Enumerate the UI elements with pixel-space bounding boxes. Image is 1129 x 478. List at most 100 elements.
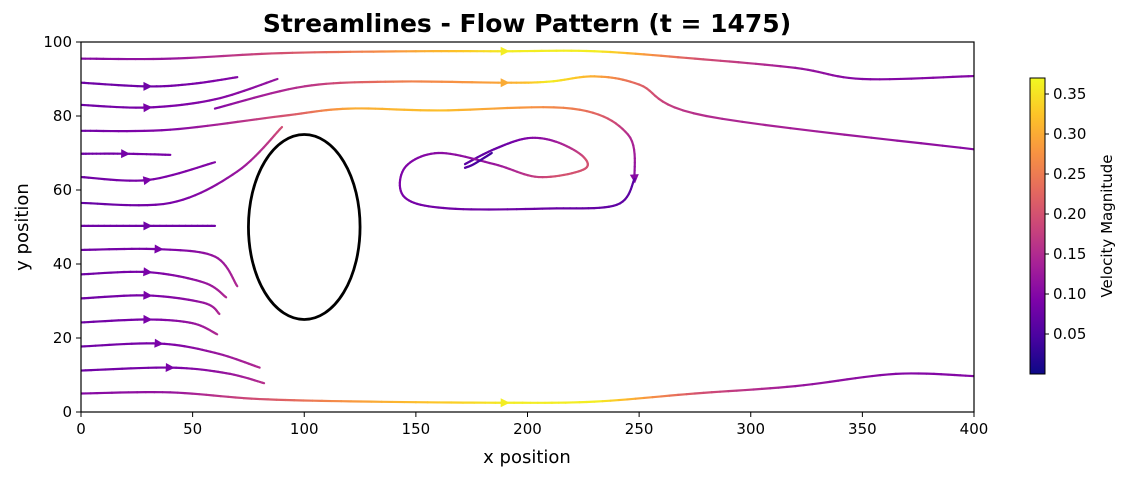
colorbar-tick-label: 0.30: [1053, 125, 1086, 143]
streamline-segment: [741, 120, 767, 127]
x-tick-label: 250: [625, 420, 654, 438]
streamline-segment: [854, 375, 866, 380]
streamline-segment: [676, 56, 688, 60]
streamline-segment: [727, 389, 738, 393]
streamline-segment: [845, 377, 857, 381]
streamline-segment: [828, 379, 840, 383]
streamline-segment: [681, 109, 695, 115]
streamline-segment: [287, 86, 298, 91]
streamline: [81, 221, 217, 231]
colorbar-ticks: 0.05 0.10 0.15 0.20 0.25 0.30 0.35: [1045, 85, 1086, 343]
streamline-segment: [227, 395, 237, 399]
streamline-segment: [154, 202, 165, 206]
streamline-segment: [692, 112, 708, 118]
streamline-segment: [165, 173, 174, 178]
streamline: [81, 314, 219, 336]
streamline-segment: [278, 88, 290, 93]
streamline: [81, 161, 217, 186]
streamline-segment: [171, 172, 181, 177]
streamline-segment: [737, 61, 749, 65]
streamline-segment: [702, 58, 714, 62]
streamline-segment: [234, 396, 245, 400]
streamline-arrow: [500, 78, 510, 88]
colorbar-tick-label: 0.05: [1053, 325, 1086, 343]
streamline-segment: [273, 77, 279, 82]
streamline-segment: [721, 117, 744, 123]
streamline-segment: [802, 383, 814, 387]
streamline-segment: [710, 390, 722, 394]
streamline-segment: [469, 107, 484, 111]
streamline-segment: [632, 177, 636, 182]
streamline-segment: [261, 381, 266, 385]
x-axis-label: x position: [483, 447, 571, 468]
streamline-segment: [481, 107, 496, 111]
streamline-segment: [668, 393, 680, 397]
streamline-segment: [811, 381, 823, 386]
streamline-arrow: [121, 149, 131, 159]
streamline-segment: [222, 54, 234, 58]
streamline-segment: [278, 125, 284, 131]
streamline-segment: [642, 53, 654, 57]
colorbar-tick-label: 0.10: [1053, 285, 1086, 303]
streamline-segment: [862, 374, 874, 379]
x-tick-label: 150: [402, 420, 431, 438]
streamline-segment: [229, 101, 240, 106]
streamline-segment: [676, 393, 688, 396]
streamline-segment: [236, 119, 249, 124]
y-axis-label: y position: [12, 183, 33, 271]
streamline-arrow: [143, 103, 153, 113]
streamline-segment: [685, 56, 697, 60]
streamline-segment: [754, 62, 766, 66]
streamline-arrow: [143, 81, 153, 91]
streamline-segment: [255, 116, 267, 121]
streamline-segment: [198, 393, 208, 396]
streamline-segment: [177, 126, 190, 131]
streamline-segment: [673, 106, 685, 112]
y-tick-label: 60: [53, 181, 72, 199]
colorbar-tick-label: 0.35: [1053, 85, 1086, 103]
streamline-segment: [735, 388, 747, 392]
streamline-segment: [562, 106, 574, 110]
x-tick-label: 100: [290, 420, 319, 438]
streamline-segment: [160, 128, 172, 132]
obstacle-ellipse: [247, 133, 362, 321]
streamline-segment: [779, 65, 790, 69]
streamline-arrow: [500, 46, 510, 56]
streamline-segment: [815, 130, 846, 136]
streamline-segment: [571, 107, 581, 111]
plot-frame: [80, 41, 975, 413]
streamline-segment: [668, 55, 680, 59]
streamline-segment: [787, 65, 797, 70]
streamline-segment: [242, 396, 253, 400]
streamline-segment: [244, 96, 256, 102]
colorbar-tick-label: 0.15: [1053, 245, 1086, 263]
streamline-segment: [760, 387, 772, 390]
streamline-segment: [702, 391, 713, 394]
streamline-segment: [210, 161, 217, 165]
streamline-segment: [196, 124, 209, 129]
streamline-segment: [764, 123, 792, 130]
streamline-segment: [231, 53, 244, 57]
streamline-segment: [769, 386, 780, 390]
streamline-segment: [719, 59, 731, 63]
streamline-segment: [710, 58, 722, 62]
streamline-segment: [626, 51, 637, 55]
streamline-segment: [246, 118, 258, 122]
colorbar: [1029, 77, 1046, 375]
x-tick-label: 0: [76, 420, 86, 438]
streamline-segment: [777, 385, 789, 389]
streamline: [463, 151, 493, 169]
streamline-segment: [195, 55, 207, 59]
streamline-segment: [261, 92, 273, 97]
streamline: [81, 106, 639, 184]
streamline-arrow: [143, 314, 153, 324]
streamline-segment: [887, 372, 897, 376]
streamline-segment: [212, 394, 222, 398]
streamline-segment: [642, 396, 654, 400]
streamline-segment: [794, 66, 804, 70]
streamline: [81, 77, 279, 113]
chart-title: Streamlines - Flow Pattern (t = 1475): [263, 9, 791, 38]
y-tick-label: 20: [53, 329, 72, 347]
streamline-segment: [879, 373, 890, 377]
